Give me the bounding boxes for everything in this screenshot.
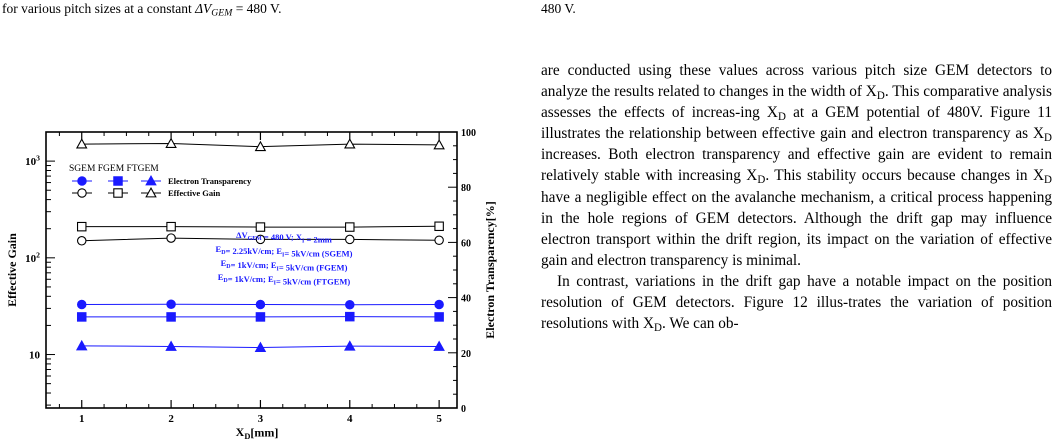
fgem-effective-gain-point bbox=[434, 221, 444, 232]
legend-marker-gain bbox=[77, 188, 87, 198]
ftgem-electron-transparency-point bbox=[433, 340, 445, 351]
caption-text-end: = 480 V. bbox=[232, 1, 282, 16]
ftgem-effective-gain-point bbox=[433, 138, 445, 150]
y-right-tick-label: 100 bbox=[461, 128, 476, 139]
legend-marker-transparency bbox=[145, 175, 157, 186]
ftgem-electron-transparency-point bbox=[254, 341, 267, 352]
legend-header: SGEM FGEM FTGEM bbox=[69, 164, 159, 174]
paragraph2-subscript: D bbox=[654, 321, 662, 334]
x-tick-label: 4 bbox=[347, 413, 353, 425]
ftgem-electron-transparency-point bbox=[344, 340, 356, 351]
sgem-electron-transparency-point bbox=[255, 299, 266, 310]
fgem-electron-transparency-point bbox=[166, 312, 176, 322]
caption-delta-v: ΔV bbox=[195, 1, 212, 16]
fgem-electron-transparency-point bbox=[255, 312, 266, 322]
y-right-tick-label: 40 bbox=[461, 294, 471, 305]
paragraph1-text: have a negligible effect on the avalanch… bbox=[541, 188, 1052, 269]
x-tick-label: 3 bbox=[258, 413, 264, 425]
fgem-effective-gain-point bbox=[345, 222, 355, 232]
y-left-tick-label: 102 bbox=[25, 250, 40, 264]
caption-text: for various pitch sizes at a constant bbox=[2, 1, 196, 16]
annotation-line: ED= 1kV/cm; EI= 5kV/cm (FGEM) bbox=[221, 258, 348, 272]
annotation-line: ED= 1kV/cm; EI= 5kV/cm (FTGEM) bbox=[218, 272, 351, 286]
fgem-effective-gain-point bbox=[166, 221, 176, 232]
fgem-effective-gain-point bbox=[76, 221, 87, 232]
body-paragraph-1: are conducted using these values across … bbox=[541, 60, 1052, 271]
legend-marker-gain bbox=[145, 187, 157, 198]
y-left-tick-label: 10 bbox=[29, 350, 41, 362]
sgem-effective-gain-point bbox=[76, 236, 87, 246]
sgem-electron-transparency-point bbox=[345, 300, 355, 310]
x-tick-label: 5 bbox=[436, 413, 442, 425]
paragraph1-text: at a GEM potential of 480V. Figure 11 il… bbox=[541, 104, 1052, 143]
sgem-effective-gain-point bbox=[166, 233, 176, 243]
right-column-body: are conducted using these values across … bbox=[541, 60, 1052, 334]
paragraph1-text: are conducted using these values across … bbox=[541, 62, 1052, 101]
legend-marker-transparency bbox=[113, 176, 123, 186]
fgem-electron-transparency-point bbox=[434, 312, 444, 322]
fgem-effective-gain-point bbox=[255, 222, 266, 232]
paragraph1-text: . This comparative analysis assesses the… bbox=[541, 83, 1052, 122]
annotation-line: ΔVGEM = 480 V; XI = 2mm bbox=[236, 230, 332, 244]
y-right-tick-label: 20 bbox=[461, 349, 471, 360]
y-left-axis-title: Effective Gain bbox=[5, 233, 19, 307]
ftgem-effective-gain-point bbox=[344, 138, 356, 149]
paragraph1-subscript: D bbox=[876, 89, 885, 102]
body-paragraph-2: In contrast, variations in the drift gap… bbox=[541, 271, 1052, 334]
paragraph2-text: In contrast, variations in the drift gap… bbox=[541, 272, 1052, 333]
sgem-electron-transparency-point bbox=[434, 299, 444, 310]
right-column-top-fragment: 480 V. bbox=[541, 1, 576, 16]
ftgem-electron-transparency-point bbox=[165, 340, 177, 351]
sgem-electron-transparency-point bbox=[166, 299, 176, 309]
paragraph1-text: . This stability occurs because changes … bbox=[765, 167, 1045, 185]
x-tick-label: 2 bbox=[168, 413, 174, 425]
figure-11-chart: 1 2 3 4 5 10 102 103 0 20 40 60 80 100 XD[mm] Effective… bbox=[5, 128, 497, 440]
ftgem-electron-transparency-point bbox=[75, 339, 88, 351]
paragraph1-text: increases. Both electron transparency an… bbox=[541, 146, 1052, 185]
legend-marker-transparency bbox=[77, 176, 87, 186]
y-right-axis-title: Electron Transparency[%] bbox=[483, 201, 497, 338]
caption-delta-v-sub: GEM bbox=[211, 7, 233, 19]
sgem-effective-gain-point bbox=[345, 234, 355, 245]
y-right-tick-label: 80 bbox=[461, 183, 471, 194]
legend-label-transparency: Electron Transparency bbox=[168, 176, 252, 186]
sgem-electron-transparency-point bbox=[76, 299, 87, 310]
y-right-tick-label: 0 bbox=[461, 404, 466, 415]
x-tick-label: 1 bbox=[79, 413, 85, 425]
fgem-electron-transparency-point bbox=[76, 312, 87, 322]
sgem-effective-gain-point bbox=[434, 235, 444, 245]
legend-label-gain: Effective Gain bbox=[168, 188, 220, 198]
ftgem-effective-gain-point bbox=[254, 140, 267, 152]
paragraph1-subscript: D bbox=[777, 110, 786, 123]
fgem-electron-transparency-point bbox=[345, 311, 355, 322]
sgem-effective-gain-point bbox=[255, 234, 266, 245]
ftgem-effective-gain-point bbox=[75, 138, 88, 149]
legend-marker-gain bbox=[113, 188, 123, 198]
figure-caption-fragment: for various pitch sizes at a constant ΔV… bbox=[2, 0, 482, 19]
y-left-tick-label: 103 bbox=[25, 154, 40, 168]
paragraph1-subscript: D bbox=[1044, 132, 1052, 145]
paragraph1-subscript: D bbox=[1044, 174, 1052, 187]
ftgem-effective-gain-point bbox=[165, 137, 177, 148]
y-right-tick-label: 60 bbox=[461, 238, 471, 249]
paragraph2-text: . We can ob- bbox=[661, 315, 739, 333]
paragraph1-subscript: D bbox=[757, 174, 766, 187]
annotation-line: ED= 2.25kV/cm; EI= 5kV/cm (SGEM) bbox=[216, 244, 353, 258]
x-axis-title: XD[mm] bbox=[236, 425, 279, 440]
